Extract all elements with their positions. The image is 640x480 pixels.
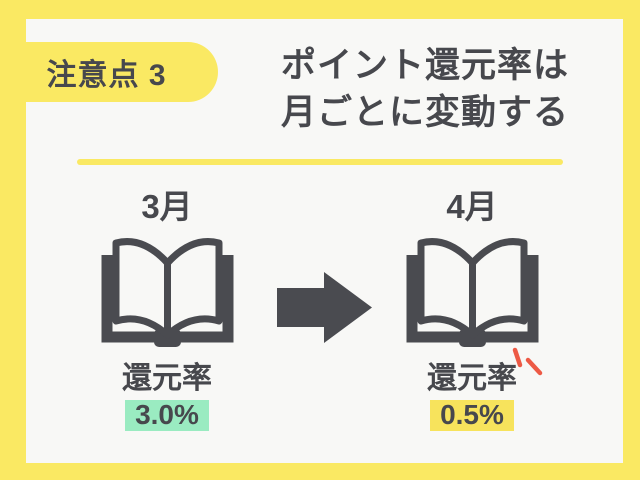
rate-value-before: 3.0% (125, 400, 209, 431)
page-title: ポイント還元率は 月ごとに変動する (245, 42, 605, 136)
rate-label-after: 還元率 (427, 362, 517, 395)
right-arrow-icon (277, 272, 372, 343)
open-book-icon (406, 238, 538, 347)
title-divider (77, 159, 563, 165)
rate-label-before: 還元率 (122, 362, 212, 395)
month-label-before: 3月 (141, 188, 193, 225)
before-column: 3月 還元率 3.0% (77, 188, 257, 431)
month-label-after: 4月 (446, 188, 498, 225)
caution-badge-label: 注意点 3 (46, 59, 167, 92)
caution-badge: 注意点 3 (0, 42, 218, 102)
title-line-2: 月ごとに変動する (280, 93, 569, 132)
after-column: 4月 還元率 0.5% (382, 188, 562, 431)
emphasis-marks-icon (512, 347, 543, 376)
open-book-icon (101, 238, 233, 347)
rate-value-after: 0.5% (430, 400, 514, 431)
title-line-1: ポイント還元率は (280, 46, 569, 85)
